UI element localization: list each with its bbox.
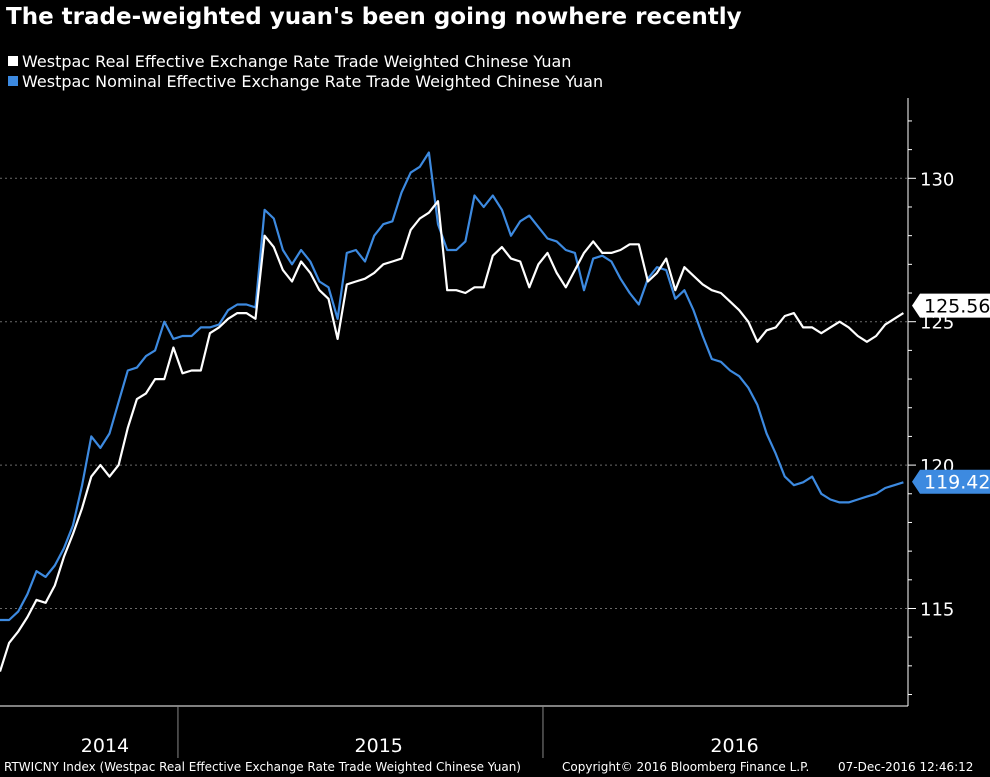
legend-swatch-real: [8, 56, 18, 66]
x-tick-label: 2014: [81, 735, 129, 757]
footer-timestamp: 07-Dec-2016 12:46:12: [838, 760, 974, 774]
last-value-badge-shape: [912, 293, 990, 318]
last-value-badge-shape: [912, 469, 990, 494]
series-line-nominal: [0, 151, 904, 622]
last-value-badge-real: 125.56: [912, 293, 990, 318]
series-line-real: [0, 200, 904, 672]
legend-swatch-nominal: [8, 76, 18, 86]
chart-title: The trade-weighted yuan's been going now…: [6, 4, 742, 30]
y-tick-label: 115: [920, 599, 954, 620]
last-value-label-real: 125.56: [924, 296, 990, 318]
legend-item-real: Westpac Real Effective Exchange Rate Tra…: [8, 52, 571, 71]
last-value-label-nominal: 119.42: [924, 472, 990, 494]
x-tick-label: 2015: [355, 735, 403, 757]
y-tick-label: 130: [920, 169, 954, 190]
legend-label-real: Westpac Real Effective Exchange Rate Tra…: [22, 52, 572, 71]
footer-index-label: RTWICNY Index (Westpac Real Effective Ex…: [4, 760, 521, 774]
x-tick-label: 2016: [710, 735, 758, 757]
y-tick-label: 125: [920, 313, 954, 334]
legend-item-nominal: Westpac Nominal Effective Exchange Rate …: [8, 72, 603, 91]
footer-copyright: Copyright© 2016 Bloomberg Finance L.P.: [562, 760, 810, 774]
last-value-badge-nominal: 119.42: [912, 469, 990, 494]
legend-label-nominal: Westpac Nominal Effective Exchange Rate …: [22, 72, 604, 91]
